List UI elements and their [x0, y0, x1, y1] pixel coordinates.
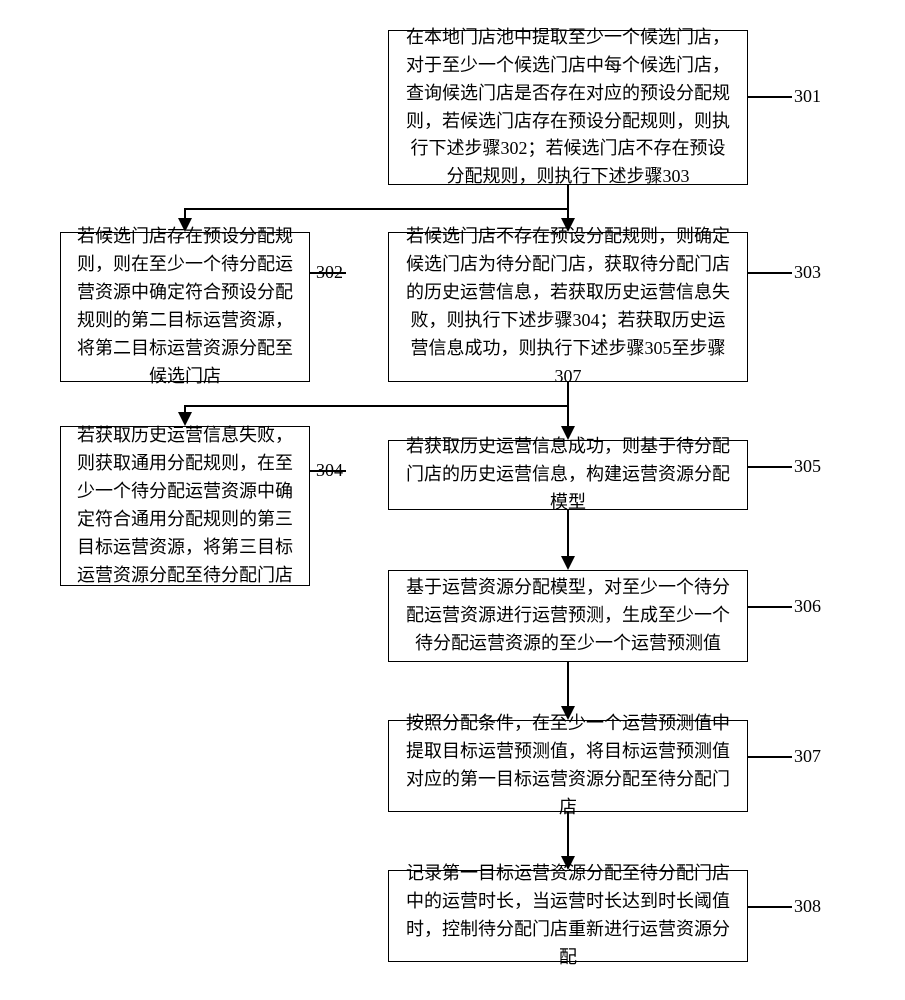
- edge-301-down: [567, 185, 569, 209]
- arrow-to-303: [561, 218, 575, 232]
- node-label-307: 307: [794, 746, 821, 767]
- node-text: 若获取历史运营信息成功，则基于待分配门店的历史运营信息，构建运营资源分配模型: [403, 433, 733, 517]
- flow-node-306: 基于运营资源分配模型，对至少一个待分配运营资源进行运营预测，生成至少一个待分配运…: [388, 570, 748, 662]
- arrow-305-306: [561, 556, 575, 570]
- flow-node-303: 若候选门店不存在预设分配规则，则确定候选门店为待分配门店，获取待分配门店的历史运…: [388, 232, 748, 382]
- edge-307-308: [567, 812, 569, 856]
- leader-304: [310, 470, 346, 472]
- node-label-303: 303: [794, 262, 821, 283]
- arrow-to-304: [178, 412, 192, 426]
- node-text: 基于运营资源分配模型，对至少一个待分配运营资源进行运营预测，生成至少一个待分配运…: [403, 574, 733, 658]
- node-label-306: 306: [794, 596, 821, 617]
- node-label-305: 305: [794, 456, 821, 477]
- edge-303-down: [567, 382, 569, 406]
- edge-306-307: [567, 662, 569, 706]
- node-label-308: 308: [794, 896, 821, 917]
- leader-303: [748, 272, 792, 274]
- edge-to-302: [184, 208, 186, 218]
- arrow-to-302: [178, 218, 192, 232]
- leader-308: [748, 906, 792, 908]
- flow-node-301: 在本地门店池中提取至少一个候选门店，对于至少一个候选门店中每个候选门店，查询候选…: [388, 30, 748, 185]
- edge-301-hsplit: [184, 208, 569, 210]
- leader-302: [310, 272, 346, 274]
- flow-node-302: 若候选门店存在预设分配规则，则在至少一个待分配运营资源中确定符合预设分配规则的第…: [60, 232, 310, 382]
- leader-305: [748, 466, 792, 468]
- leader-307: [748, 756, 792, 758]
- edge-to-303: [567, 208, 569, 218]
- flow-node-308: 记录第一目标运营资源分配至待分配门店中的运营时长，当运营时长达到时长阈值时，控制…: [388, 870, 748, 962]
- node-text: 若获取历史运营信息失败，则获取通用分配规则，在至少一个待分配运营资源中确定符合通…: [75, 422, 295, 589]
- arrow-to-305: [561, 426, 575, 440]
- node-text: 在本地门店池中提取至少一个候选门店，对于至少一个候选门店中每个候选门店，查询候选…: [403, 24, 733, 191]
- flow-node-305: 若获取历史运营信息成功，则基于待分配门店的历史运营信息，构建运营资源分配模型: [388, 440, 748, 510]
- edge-to-305: [567, 405, 569, 427]
- arrow-307-308: [561, 856, 575, 870]
- node-text: 按照分配条件，在至少一个运营预测值中提取目标运营预测值，将目标运营预测值对应的第…: [403, 710, 733, 822]
- node-text: 若候选门店不存在预设分配规则，则确定候选门店为待分配门店，获取待分配门店的历史运…: [403, 223, 733, 390]
- node-text: 记录第一目标运营资源分配至待分配门店中的运营时长，当运营时长达到时长阈值时，控制…: [403, 860, 733, 972]
- node-label-301: 301: [794, 86, 821, 107]
- edge-303-hsplit: [184, 405, 569, 407]
- edge-305-306: [567, 510, 569, 556]
- arrow-306-307: [561, 706, 575, 720]
- leader-301: [748, 96, 792, 98]
- node-text: 若候选门店存在预设分配规则，则在至少一个待分配运营资源中确定符合预设分配规则的第…: [75, 223, 295, 390]
- leader-306: [748, 606, 792, 608]
- flow-node-304: 若获取历史运营信息失败，则获取通用分配规则，在至少一个待分配运营资源中确定符合通…: [60, 426, 310, 586]
- flow-node-307: 按照分配条件，在至少一个运营预测值中提取目标运营预测值，将目标运营预测值对应的第…: [388, 720, 748, 812]
